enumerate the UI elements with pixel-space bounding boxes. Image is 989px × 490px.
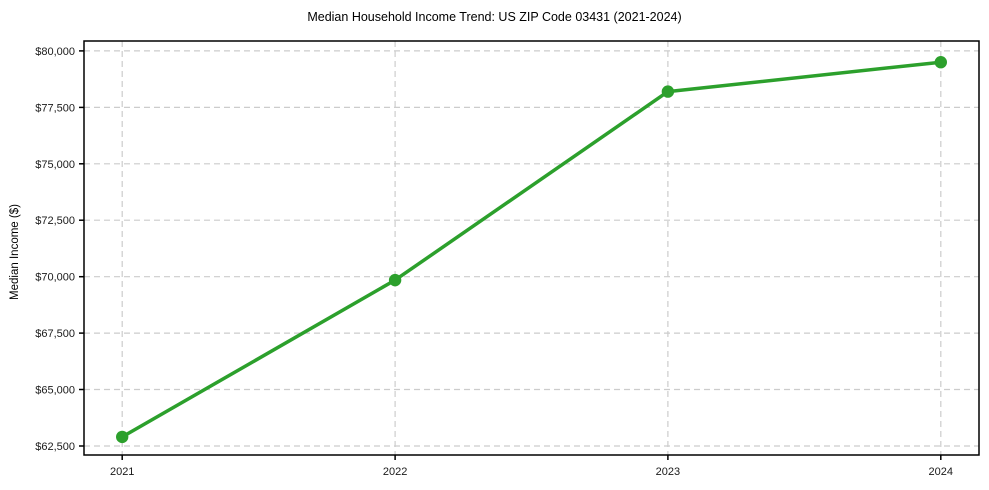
data-point-2023 <box>661 85 675 98</box>
y-tick-label: $77,500 <box>35 102 75 114</box>
y-tick-label: $67,500 <box>35 328 75 340</box>
plot-border <box>83 40 980 456</box>
data-point-2021 <box>116 430 129 444</box>
y-tick-label: $62,500 <box>35 441 75 453</box>
y-tick-label: $72,500 <box>35 215 75 227</box>
y-tick-label: $70,000 <box>35 272 75 284</box>
y-tick-label: $75,000 <box>35 159 75 171</box>
x-tick-label: 2022 <box>383 466 407 478</box>
data-point-2024 <box>934 56 947 69</box>
trend-line <box>120 60 943 439</box>
y-tick-label: $80,000 <box>35 46 75 58</box>
data-point-2022 <box>388 273 402 287</box>
chart-title: Median Household Income Trend: US ZIP Co… <box>307 10 682 24</box>
x-tick-label: 2023 <box>656 466 680 478</box>
x-tick-label: 2021 <box>110 466 134 478</box>
y-tick-label: $65,000 <box>35 385 75 397</box>
x-tick-label: 2024 <box>929 466 953 478</box>
